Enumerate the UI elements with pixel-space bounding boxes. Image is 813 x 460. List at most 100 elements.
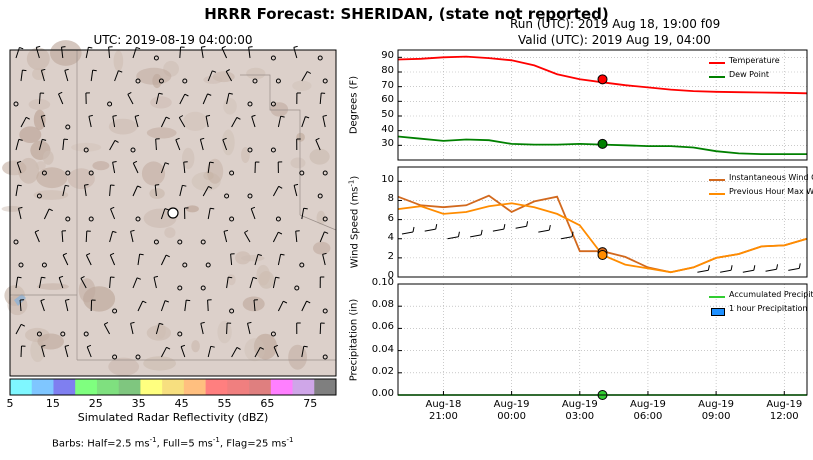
barb-feather [137,185,142,189]
legend-label: Instantaneous Wind Gust [729,173,813,182]
timeseries-barb-staff [492,228,504,232]
barb-feather [207,93,212,96]
barb-staff [43,208,50,220]
barb-staff [319,92,322,105]
barb-staff [222,139,228,151]
barb-staff [272,231,279,243]
x-tick-label-time: 03:00 [565,411,595,422]
barb-staff [293,47,298,59]
colorbar-tick-label: 15 [45,397,60,410]
barb-staff [231,347,238,358]
calm-wind-circle [65,216,71,222]
barb-feather [41,114,46,117]
terrain-patch [18,157,40,184]
barb-staff [178,117,186,128]
terrain-patch [290,157,306,169]
barb-staff [205,116,209,128]
calm-wind-circle [60,331,66,337]
barb-feather [283,300,288,304]
barb-feather [278,231,283,235]
barb-staff [132,277,138,289]
barb-staff [160,116,167,128]
barb-feather [236,346,241,350]
timeseries-barb-feather [480,229,483,235]
terrain-patch [37,283,69,290]
calm-wind-circle [88,216,94,222]
timeseries-barb-feather [457,231,460,237]
y-tick-label: 50 [381,109,394,120]
barb-staff [15,324,22,335]
calm-wind-circle [130,147,136,153]
barb-staff [207,299,209,312]
colorbar-swatch [75,379,98,395]
calm-wind-circle [205,262,211,268]
legend-swatch [709,179,725,181]
barb-staff [223,231,228,243]
barb-feather [127,91,132,95]
legend-swatch [711,308,725,316]
terrain-patch [92,161,110,171]
x-tick-label-date: Aug-19 [493,399,530,410]
barb-staff [58,93,64,105]
barb-feather [225,69,230,72]
time-axis [442,391,785,395]
calm-wind-circle [229,308,235,314]
terrain-patch [246,67,266,80]
timeseries-barb-feather [571,231,574,237]
barb-staff [315,139,321,151]
panel-frame [397,283,808,396]
barb-feather [306,300,311,304]
terrain-patch [33,190,69,200]
barb-staff [35,47,40,59]
y-tick-label: 2 [387,250,394,262]
colorbar-swatch [227,379,250,395]
y-tick-label: 40 [381,123,394,135]
x-tick-label-time: 00:00 [497,411,527,422]
barb-staff [200,47,204,59]
timeseries-barb-staff [538,229,550,233]
barb-staff [40,300,45,312]
barb-feather [42,138,47,141]
barb-feather [324,231,329,234]
barb-staff [155,138,157,151]
barb-feather [17,160,22,164]
barb-feather [61,46,66,48]
calm-wind-circle [177,239,183,245]
legend-swatch [709,296,725,298]
timeseries-barb-feather [526,221,529,227]
timeseries-barb-staff [560,236,573,240]
terrain-patch [313,241,331,255]
y-tick-label: 0.06 [371,321,394,333]
calm-wind-circle [36,193,42,199]
barb-staff [112,116,116,128]
barb-feather [293,183,299,186]
timeseries-barb-staff [447,236,459,240]
barb-feather [201,46,206,48]
barb-feather [305,116,310,119]
barb-staff [248,47,251,59]
barb-staff [272,186,280,197]
barb-feather [142,300,147,304]
barb-feather [58,91,63,95]
timeseries-barb-feather [798,263,801,269]
calm-wind-circle [224,193,230,199]
barb-staff [109,140,116,151]
barb-staff [90,70,94,82]
calm-wind-circle [13,101,19,107]
barb-feather [17,276,22,279]
figure-title: HRRR Forecast: SHERIDAN, (state not repo… [204,5,609,23]
barb-staff [15,185,19,197]
y-tick-label: 0.08 [371,299,394,311]
barb-staff [84,185,87,197]
barb-feather [22,69,27,72]
barb-staff [41,346,45,358]
barb-staff [207,208,211,220]
barb-staff [301,208,305,220]
barb-feather [19,47,24,50]
calm-wind-circle [135,354,141,360]
terrain-patch [203,75,223,84]
legend-label: Dew Point [729,70,770,79]
barb-feather [165,254,170,258]
barb-feather [36,45,41,48]
y-tick-label: 70 [381,79,394,91]
